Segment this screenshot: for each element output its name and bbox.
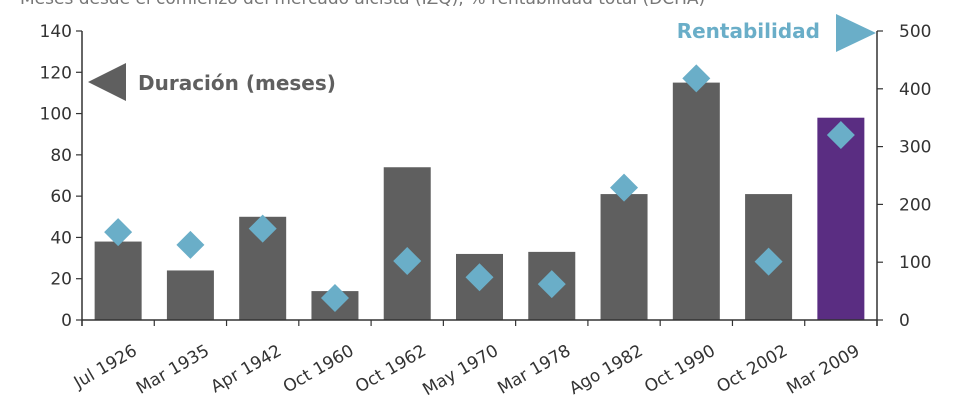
x-tick-label: Apr 1942 <box>208 341 286 397</box>
left-tick-label: 80 <box>50 146 72 166</box>
marker-10 <box>754 247 783 276</box>
bar-5 <box>383 167 431 320</box>
left-tick-label: 60 <box>50 187 72 207</box>
x-tick-label: Oct 1990 <box>641 341 719 397</box>
axes-group <box>76 30 883 326</box>
left-tick-label: 40 <box>50 228 72 248</box>
marker-11 <box>826 121 855 150</box>
marker-5 <box>393 247 422 276</box>
marker-8 <box>610 173 639 202</box>
left-arrow-icon <box>88 63 126 101</box>
x-tick-label: Oct 2002 <box>713 341 791 397</box>
x-tick-label: Mar 1935 <box>133 341 213 399</box>
bar-1 <box>94 241 142 320</box>
right-tick-label: 200 <box>899 195 931 215</box>
x-tick-label: Mar 1978 <box>494 341 574 399</box>
legend-group: Duración (meses) Rentabilidad <box>88 14 876 101</box>
chart-subtitle: Meses desde el comienzo del mercado alci… <box>20 0 705 9</box>
x-tick-label: Oct 1962 <box>352 341 430 397</box>
marker-2 <box>176 230 205 259</box>
marker-6 <box>465 263 494 292</box>
right-tick-label: 0 <box>899 311 910 331</box>
marker-9 <box>682 64 711 93</box>
right-tick-label: 100 <box>899 253 931 273</box>
x-tick-label: Ago 1982 <box>566 341 647 399</box>
marker-7 <box>537 270 566 299</box>
left-tick-label: 20 <box>50 270 72 290</box>
right-tick-label: 400 <box>899 80 931 100</box>
left-tick-label: 120 <box>40 63 72 83</box>
marker-4 <box>320 284 349 313</box>
bar-8 <box>600 194 648 320</box>
legend-right-label: Rentabilidad <box>677 19 820 43</box>
legend-left-label: Duración (meses) <box>138 71 336 95</box>
marker-1 <box>104 218 133 247</box>
bars-group <box>94 82 865 320</box>
left-tick-label: 100 <box>40 105 72 125</box>
left-tick-label: 140 <box>40 22 72 42</box>
right-arrow-icon <box>836 14 876 52</box>
bar-11 <box>817 117 865 320</box>
x-tick-label: Jul 1926 <box>70 341 141 393</box>
x-tick-label: Oct 1960 <box>280 341 358 397</box>
marker-3 <box>248 214 277 243</box>
right-tick-label: 500 <box>899 22 931 42</box>
bar-2 <box>166 270 214 320</box>
left-tick-label: 0 <box>61 311 72 331</box>
x-tick-label: Mar 2009 <box>783 341 863 399</box>
markers-group <box>104 64 855 313</box>
x-tick-label: May 1970 <box>419 341 502 400</box>
ticks-group: 0 20 40 60 80 100 120 140 0 100 200 300 400 500 <box>40 22 932 331</box>
bar-9 <box>672 82 720 320</box>
right-tick-label: 300 <box>899 138 931 158</box>
